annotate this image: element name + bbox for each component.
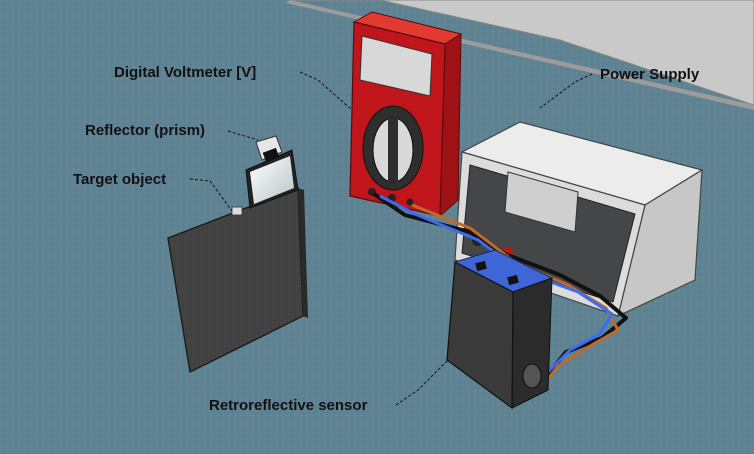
wires <box>372 192 628 387</box>
reflector-prism <box>245 135 299 209</box>
retroreflective-sensor <box>446 249 554 410</box>
label-retroreflective-sensor: Retroreflective sensor <box>209 397 368 414</box>
label-target-object: Target object <box>73 171 167 188</box>
back-wall <box>290 0 754 106</box>
leader-lines <box>189 71 593 406</box>
label-reflector-prism: Reflector (prism) <box>85 122 206 139</box>
target-object <box>167 186 308 374</box>
digital-voltmeter <box>349 11 463 218</box>
label-power-supply: Power Supply <box>600 66 700 83</box>
label-digital-voltmeter: Digital Voltmeter [V] <box>114 64 257 81</box>
